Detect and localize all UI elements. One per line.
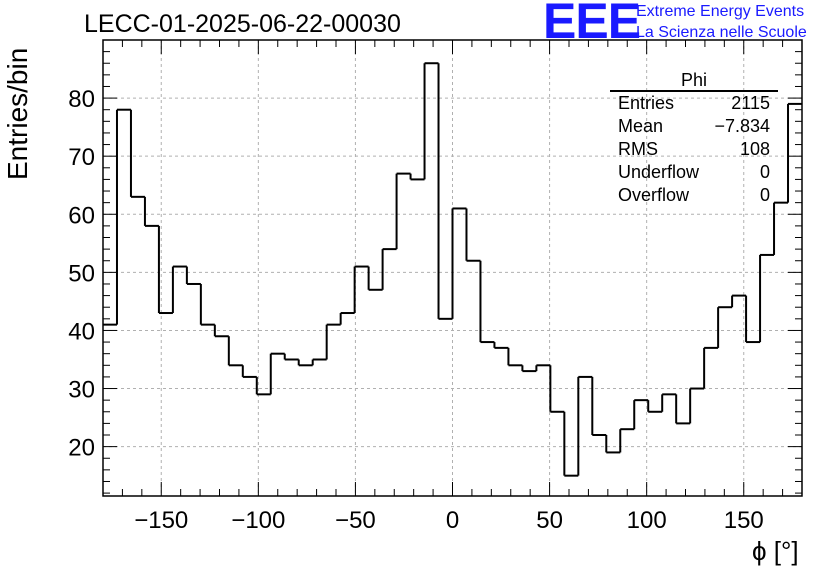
- stats-value: 2115: [731, 93, 770, 113]
- y-tick-label: 20: [68, 435, 95, 462]
- stats-value: −7.834: [714, 116, 770, 136]
- stats-row: Entries 2115: [610, 92, 778, 115]
- stats-label: Mean: [618, 116, 664, 136]
- stats-label: Entries: [618, 93, 675, 113]
- x-tick-label: 0: [446, 507, 459, 534]
- x-tick-label: 150: [724, 507, 764, 534]
- y-tick-label: 50: [68, 260, 95, 287]
- stats-value: 0: [759, 162, 770, 182]
- stats-label: Underflow: [618, 162, 700, 182]
- y-tick-label: 80: [68, 86, 95, 113]
- x-tick-label: −100: [231, 507, 285, 534]
- stats-row: Mean −7.834: [610, 115, 778, 138]
- y-tick-label: 60: [68, 202, 95, 229]
- logo-line-2: La Scienza nelle Scuole: [636, 24, 807, 41]
- x-axis-label: ϕ [°]: [752, 536, 799, 566]
- x-axis: −150 −100 −50 0 50 100 150: [102, 40, 803, 534]
- x-tick-label: 100: [627, 507, 667, 534]
- y-axis-label: Entries/bin: [2, 47, 33, 180]
- y-tick-label: 30: [68, 377, 95, 404]
- stats-row: Overflow 0: [610, 184, 778, 207]
- y-tick-label: 70: [68, 144, 95, 171]
- y-axis: 20 30 40 50 60 70 80: [68, 39, 802, 494]
- run-title: LECC-01-2025-06-22-00030: [84, 10, 401, 38]
- x-tick-label: 50: [536, 507, 563, 534]
- histogram-series: [103, 62, 802, 477]
- x-tick-label: −150: [134, 507, 188, 534]
- x-tick-label: −50: [335, 507, 376, 534]
- stats-label: RMS: [618, 139, 658, 159]
- stats-value: 0: [759, 185, 770, 205]
- y-tick-label: 40: [68, 318, 95, 345]
- stats-title: Phi: [610, 70, 778, 92]
- stats-label: Overflow: [618, 185, 690, 205]
- stats-row: RMS 108: [610, 138, 778, 161]
- stats-row: Underflow 0: [610, 161, 778, 184]
- logo-line-1: Extreme Energy Events: [636, 3, 805, 20]
- stats-box: Phi Entries 2115 Mean −7.834 RMS 108 Und…: [610, 70, 778, 207]
- eee-logo: EEE: [543, 0, 641, 49]
- stats-value: 108: [739, 139, 770, 159]
